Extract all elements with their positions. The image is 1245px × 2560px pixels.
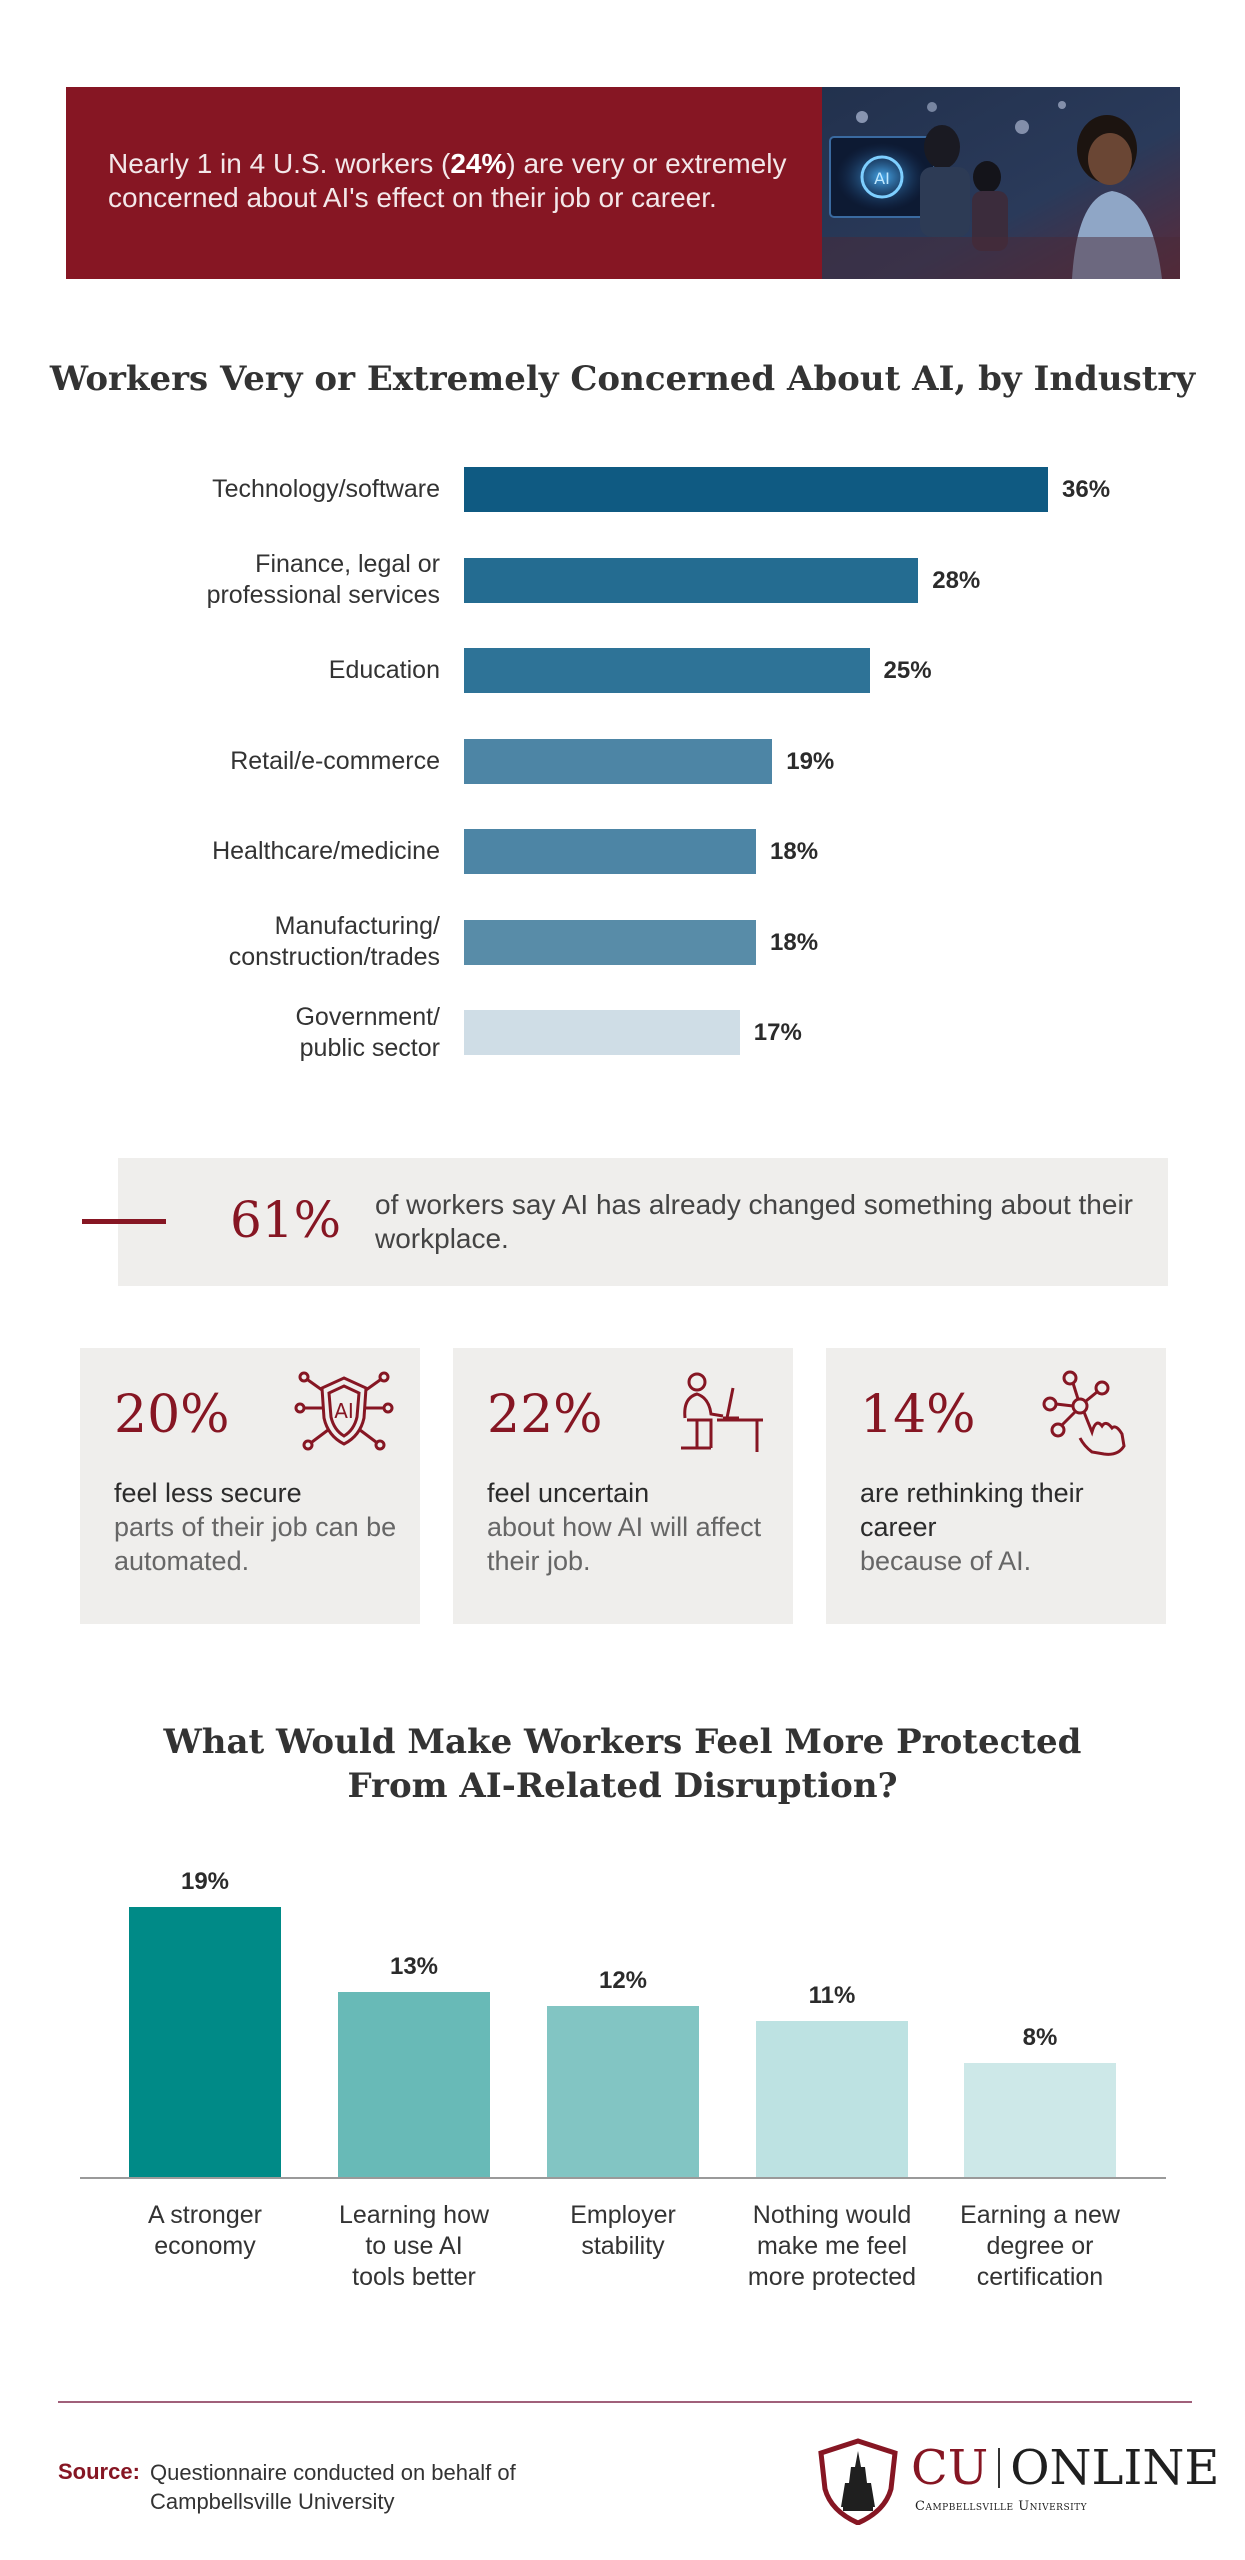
protection-value: 8% bbox=[1022, 2024, 1058, 2052]
industry-bar bbox=[464, 919, 756, 965]
protection-bar bbox=[756, 2020, 908, 2177]
industry-label: Technology/software bbox=[212, 475, 440, 503]
industry-bar bbox=[464, 829, 756, 874]
protection-value: 19% bbox=[180, 1868, 230, 1895]
stat-banner bbox=[118, 1158, 1168, 1286]
protection-label: Learning how to use AI tools better bbox=[338, 2201, 490, 2291]
industry-value: 18% bbox=[770, 838, 819, 865]
hero-text: Nearly 1 in 4 U.S. workers (24%) are ver… bbox=[108, 148, 787, 213]
logo-online: ONLINE bbox=[1010, 2440, 1220, 2496]
protection-label: Employer stability bbox=[570, 2201, 676, 2260]
industry-bar bbox=[464, 467, 1048, 512]
source-text: Questionnaire conducted on behalf of Cam… bbox=[150, 2460, 516, 2514]
card-pct: 14% bbox=[860, 1385, 976, 1445]
office-photo: AI bbox=[822, 87, 1180, 279]
protection-value: 11% bbox=[808, 1981, 856, 2009]
industry-value: 25% bbox=[883, 657, 932, 684]
industry-label: Healthcare/medicine bbox=[212, 837, 440, 865]
industry-value: 28% bbox=[932, 566, 981, 594]
hero-highlight: 24% bbox=[450, 148, 507, 179]
stat-card: 20% AI feel less secure parts of their jo… bbox=[80, 1348, 420, 1624]
industry-label: Finance, legal or professional services bbox=[206, 550, 440, 609]
industry-value: 19% bbox=[786, 747, 835, 775]
industry-bar bbox=[464, 557, 919, 603]
ai-shield-icon: AI bbox=[294, 1371, 394, 1451]
svg-text:AI: AI bbox=[334, 1399, 354, 1423]
card-text: are rethinking their career because of AI… bbox=[860, 1478, 1084, 1576]
industry-value: 36% bbox=[1062, 476, 1111, 503]
industry-value: 18% bbox=[770, 928, 819, 956]
source-label: Source: bbox=[58, 2459, 140, 2484]
industry-label: Retail/e-commerce bbox=[230, 746, 440, 775]
logo-cu: CU bbox=[911, 2440, 989, 2496]
industry-label: Education bbox=[328, 656, 440, 684]
stat-value: 61% bbox=[230, 1191, 342, 1249]
protection-bar bbox=[129, 1907, 281, 2177]
stat-card: 22% feel uncertain about how AI will affe… bbox=[453, 1348, 793, 1624]
card-pct: 20% bbox=[114, 1385, 230, 1445]
protection-bar bbox=[547, 2006, 699, 2177]
chart2-title: What Would Make Workers Feel More Protec… bbox=[163, 1722, 1082, 1806]
footer-rule bbox=[58, 2401, 1192, 2403]
card-text: feel uncertain about how AI will affect t… bbox=[487, 1478, 762, 1576]
industry-label: Manufacturing/construction/trades bbox=[228, 912, 440, 971]
protection-bar bbox=[964, 2063, 1116, 2177]
cu-online-logo: CU ONLINE Campbellsville University bbox=[815, 2437, 1219, 2525]
hand-network-icon bbox=[1042, 1370, 1126, 1456]
svg-text:AI: AI bbox=[874, 169, 890, 188]
card-pct: 22% bbox=[487, 1385, 603, 1445]
protection-label: Nothing would make me feel more protected bbox=[747, 2201, 917, 2291]
industry-value: 17% bbox=[753, 1019, 802, 1046]
protection-value: 13% bbox=[389, 1953, 439, 1981]
industry-label: Government/public sector bbox=[295, 1002, 440, 1062]
industry-bar bbox=[464, 648, 870, 693]
accent-dash bbox=[82, 1219, 166, 1224]
protection-value: 12% bbox=[598, 1967, 648, 1995]
logo-divider bbox=[998, 2448, 1001, 2488]
protection-bar bbox=[338, 1992, 490, 2177]
card-text: feel less secure parts of their job can b… bbox=[114, 1478, 397, 1576]
stat-card: 14% are rethinking their career because o… bbox=[826, 1348, 1166, 1624]
stat-text: of workers say AI has already changed so… bbox=[375, 1189, 1133, 1254]
shield-logo-icon bbox=[818, 2438, 898, 2525]
industry-bar bbox=[464, 738, 773, 784]
protection-label: A stronger economy bbox=[148, 2201, 262, 2260]
logo-subtitle: Campbellsville University bbox=[915, 2499, 1088, 2514]
protection-label: Earning a new degree or certification bbox=[960, 2201, 1120, 2291]
worker-at-desk-icon bbox=[681, 1372, 763, 1452]
chart1-title: Workers Very or Extremely Concerned Abou… bbox=[49, 359, 1196, 399]
hero-banner: Nearly 1 in 4 U.S. workers (24%) are ver… bbox=[66, 87, 1180, 279]
industry-bar bbox=[464, 1010, 740, 1055]
chart2-baseline bbox=[80, 2177, 1166, 2179]
